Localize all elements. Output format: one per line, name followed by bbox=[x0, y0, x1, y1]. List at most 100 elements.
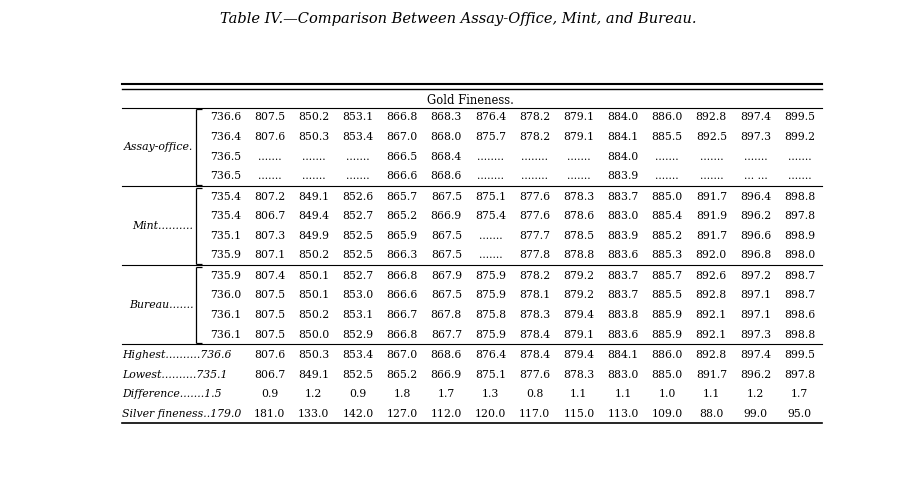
Text: 885.3: 885.3 bbox=[652, 250, 683, 261]
Text: Lowest..........735.1: Lowest..........735.1 bbox=[123, 370, 227, 380]
Text: 736.0: 736.0 bbox=[210, 291, 241, 301]
Text: 0.9: 0.9 bbox=[349, 389, 367, 399]
Text: 875.9: 875.9 bbox=[475, 271, 506, 281]
Text: 867.7: 867.7 bbox=[431, 329, 462, 339]
Text: 899.5: 899.5 bbox=[784, 350, 815, 360]
Text: .......: ....... bbox=[567, 152, 591, 162]
Text: .......: ....... bbox=[656, 171, 679, 181]
Text: 877.8: 877.8 bbox=[519, 250, 550, 261]
Text: 736.5: 736.5 bbox=[210, 152, 241, 162]
Text: 885.2: 885.2 bbox=[652, 231, 683, 241]
Text: .......: ....... bbox=[479, 250, 503, 261]
Text: 88.0: 88.0 bbox=[699, 409, 724, 419]
Text: 884.1: 884.1 bbox=[607, 350, 638, 360]
Text: 884.0: 884.0 bbox=[607, 112, 638, 122]
Text: 1.1: 1.1 bbox=[570, 389, 588, 399]
Text: .......: ....... bbox=[302, 152, 326, 162]
Text: 892.5: 892.5 bbox=[696, 132, 727, 142]
Text: .......: ....... bbox=[744, 152, 768, 162]
Text: 865.2: 865.2 bbox=[387, 211, 418, 221]
Text: 109.0: 109.0 bbox=[652, 409, 683, 419]
Text: Highest..........736.6: Highest..........736.6 bbox=[123, 350, 232, 360]
Text: 878.4: 878.4 bbox=[519, 350, 550, 360]
Text: 849.1: 849.1 bbox=[298, 192, 329, 202]
Text: 866.5: 866.5 bbox=[387, 152, 418, 162]
Text: 885.7: 885.7 bbox=[652, 271, 683, 281]
Text: 868.6: 868.6 bbox=[431, 350, 462, 360]
Text: 867.0: 867.0 bbox=[387, 350, 418, 360]
Text: 899.5: 899.5 bbox=[784, 112, 815, 122]
Text: 898.7: 898.7 bbox=[784, 291, 815, 301]
Text: 892.8: 892.8 bbox=[696, 112, 727, 122]
Text: 885.5: 885.5 bbox=[652, 291, 683, 301]
Text: 879.2: 879.2 bbox=[563, 271, 594, 281]
Text: ........: ........ bbox=[521, 171, 548, 181]
Text: 867.0: 867.0 bbox=[387, 132, 418, 142]
Text: 115.0: 115.0 bbox=[563, 409, 594, 419]
Text: 807.2: 807.2 bbox=[254, 192, 285, 202]
Text: Assay-office.: Assay-office. bbox=[124, 142, 193, 152]
Text: Gold Fineness.: Gold Fineness. bbox=[426, 94, 514, 107]
Text: 898.6: 898.6 bbox=[784, 310, 815, 320]
Text: 883.6: 883.6 bbox=[607, 250, 639, 261]
Text: 850.3: 850.3 bbox=[298, 350, 329, 360]
Text: 852.5: 852.5 bbox=[342, 370, 373, 380]
Text: 875.4: 875.4 bbox=[475, 211, 506, 221]
Text: Bureau.......: Bureau....... bbox=[129, 300, 193, 310]
Text: 875.9: 875.9 bbox=[475, 291, 506, 301]
Text: 868.4: 868.4 bbox=[431, 152, 462, 162]
Text: 852.6: 852.6 bbox=[342, 192, 373, 202]
Text: 95.0: 95.0 bbox=[788, 409, 812, 419]
Text: 877.6: 877.6 bbox=[519, 192, 550, 202]
Text: 884.1: 884.1 bbox=[607, 132, 638, 142]
Text: 117.0: 117.0 bbox=[519, 409, 550, 419]
Text: 866.8: 866.8 bbox=[386, 271, 418, 281]
Text: 852.9: 852.9 bbox=[342, 329, 373, 339]
Text: 896.6: 896.6 bbox=[740, 231, 771, 241]
Text: 865.7: 865.7 bbox=[387, 192, 418, 202]
Text: 99.0: 99.0 bbox=[744, 409, 768, 419]
Text: 853.4: 853.4 bbox=[342, 132, 373, 142]
Text: 897.4: 897.4 bbox=[740, 112, 771, 122]
Text: 736.1: 736.1 bbox=[210, 329, 241, 339]
Text: 852.7: 852.7 bbox=[342, 211, 373, 221]
Text: 1.0: 1.0 bbox=[658, 389, 676, 399]
Text: 879.4: 879.4 bbox=[563, 310, 594, 320]
Text: 1.1: 1.1 bbox=[702, 389, 720, 399]
Text: .......: ....... bbox=[258, 152, 282, 162]
Text: 879.4: 879.4 bbox=[563, 350, 594, 360]
Text: 807.5: 807.5 bbox=[254, 291, 285, 301]
Text: 127.0: 127.0 bbox=[387, 409, 418, 419]
Text: 806.7: 806.7 bbox=[254, 370, 285, 380]
Text: 875.7: 875.7 bbox=[475, 132, 506, 142]
Text: 897.1: 897.1 bbox=[740, 291, 771, 301]
Text: 897.3: 897.3 bbox=[740, 329, 771, 339]
Text: 898.8: 898.8 bbox=[784, 329, 815, 339]
Text: 896.2: 896.2 bbox=[740, 370, 771, 380]
Text: 807.4: 807.4 bbox=[254, 271, 285, 281]
Text: 897.8: 897.8 bbox=[784, 211, 815, 221]
Text: .......: ....... bbox=[567, 171, 591, 181]
Text: 849.4: 849.4 bbox=[298, 211, 329, 221]
Text: 113.0: 113.0 bbox=[607, 409, 639, 419]
Text: 142.0: 142.0 bbox=[342, 409, 373, 419]
Text: 878.2: 878.2 bbox=[519, 112, 550, 122]
Text: 886.0: 886.0 bbox=[651, 350, 683, 360]
Text: .......: ....... bbox=[479, 231, 503, 241]
Text: 806.7: 806.7 bbox=[254, 211, 285, 221]
Text: 1.7: 1.7 bbox=[791, 389, 808, 399]
Text: 883.9: 883.9 bbox=[607, 231, 638, 241]
Text: 878.6: 878.6 bbox=[563, 211, 594, 221]
Text: 867.8: 867.8 bbox=[431, 310, 462, 320]
Text: 879.1: 879.1 bbox=[563, 112, 594, 122]
Text: 875.1: 875.1 bbox=[475, 370, 506, 380]
Text: 807.5: 807.5 bbox=[254, 112, 285, 122]
Text: 883.8: 883.8 bbox=[607, 310, 639, 320]
Text: 897.3: 897.3 bbox=[740, 132, 771, 142]
Text: 892.6: 892.6 bbox=[696, 271, 727, 281]
Text: 807.5: 807.5 bbox=[254, 329, 285, 339]
Text: 850.1: 850.1 bbox=[298, 291, 329, 301]
Text: 735.9: 735.9 bbox=[210, 271, 241, 281]
Text: 0.8: 0.8 bbox=[526, 389, 544, 399]
Text: 867.5: 867.5 bbox=[431, 291, 462, 301]
